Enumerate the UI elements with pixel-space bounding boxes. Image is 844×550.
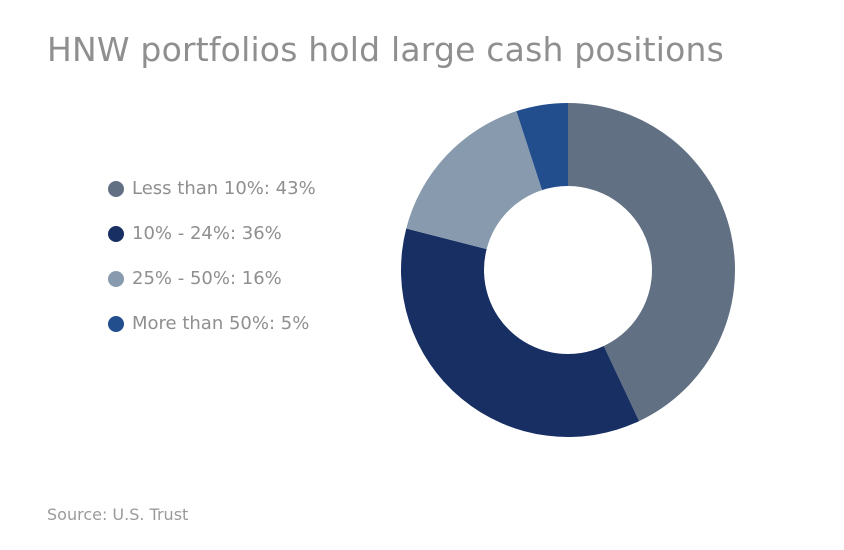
pie-slice: [406, 111, 543, 250]
legend-label: More than 50%: 5%: [132, 313, 310, 334]
legend-marker: [108, 180, 124, 197]
legend: Less than 10%: 43% 10% - 24%: 36% 25% - …: [108, 166, 316, 346]
chart-title: HNW portfolios hold large cash positions: [47, 30, 724, 69]
pie-slice: [401, 228, 640, 437]
pie-slice: [516, 103, 568, 191]
legend-item: More than 50%: 5%: [108, 301, 316, 346]
legend-marker: [108, 270, 124, 287]
legend-item: Less than 10%: 43%: [108, 166, 316, 211]
legend-label: Less than 10%: 43%: [132, 178, 316, 199]
legend-marker: [108, 315, 124, 332]
legend-label: 25% - 50%: 16%: [132, 268, 282, 289]
legend-marker: [108, 225, 124, 242]
source-note: Source: U.S. Trust: [47, 505, 189, 524]
donut-chart: [401, 103, 735, 437]
legend-item: 10% - 24%: 36%: [108, 211, 316, 256]
legend-item: 25% - 50%: 16%: [108, 256, 316, 301]
pie-slice: [568, 103, 735, 422]
legend-label: 10% - 24%: 36%: [132, 223, 282, 244]
